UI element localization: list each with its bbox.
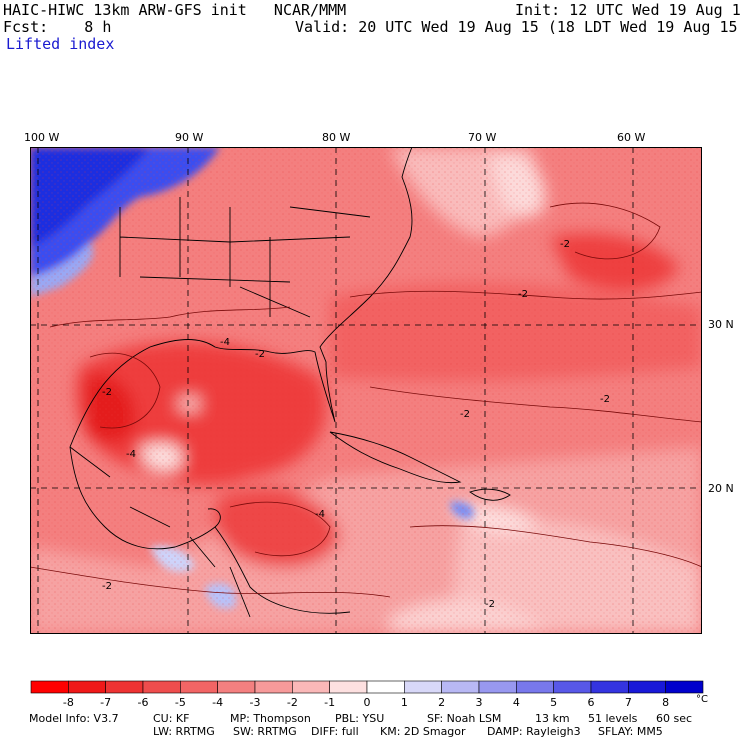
contour-line bbox=[30, 566, 391, 598]
colorbar-tick-label: -7 bbox=[100, 696, 112, 709]
colorbar-tick-label: 3 bbox=[475, 696, 483, 709]
contour-label: -2 bbox=[600, 394, 610, 405]
colorbar-tick-label: 2 bbox=[438, 696, 446, 709]
lon-label-90w: 90 W bbox=[175, 131, 204, 144]
colorbar-swatch bbox=[665, 680, 704, 694]
colorbar-swatch bbox=[30, 680, 69, 694]
colorbar-tick-label: 7 bbox=[624, 696, 632, 709]
colorbar-swatch bbox=[180, 680, 218, 694]
lifted-index-map: -2 -4 -2 -4 -2 -2 -2 -4 -2 -2 -2 bbox=[30, 147, 702, 634]
colorbar-swatch bbox=[105, 680, 144, 694]
footer-km: KM: 2D Smagor bbox=[380, 725, 466, 738]
colorbar-swatch bbox=[292, 680, 330, 694]
hispaniola-coastline bbox=[469, 488, 511, 501]
contour-label: -2 bbox=[485, 599, 495, 610]
colorbar-swatch bbox=[553, 680, 592, 694]
footer-levels: 51 levels bbox=[588, 712, 638, 725]
footer-surface-layer: SFLAY: MM5 bbox=[598, 725, 663, 738]
mexico-coastline bbox=[69, 446, 221, 550]
field-name: Lifted index bbox=[6, 35, 115, 53]
colorbar-tick-label: -3 bbox=[249, 696, 261, 709]
colorbar bbox=[30, 680, 704, 694]
contour-label: -2 bbox=[102, 387, 112, 398]
contour-line bbox=[349, 290, 702, 300]
colorbar-swatch bbox=[68, 680, 106, 694]
colorbar-tick-label: -6 bbox=[137, 696, 149, 709]
colorbar-tick-label: -2 bbox=[286, 696, 298, 709]
lon-label-70w: 70 W bbox=[468, 131, 497, 144]
yucatan-coastline bbox=[214, 526, 351, 614]
footer-cumulus: CU: KF bbox=[153, 712, 190, 725]
init-time: Init: 12 UTC Wed 19 Aug 15 bbox=[515, 1, 740, 19]
colorbar-swatch bbox=[366, 680, 405, 694]
footer-pbl: PBL: YSU bbox=[335, 712, 385, 725]
contour-label: -2 bbox=[255, 349, 265, 360]
colorbar-tick-label: 8 bbox=[662, 696, 670, 709]
contour-line bbox=[89, 352, 161, 429]
model-title: HAIC-HIWC 13km ARW-GFS init NCAR/MMM bbox=[3, 1, 347, 19]
colorbar-swatch bbox=[628, 680, 666, 694]
colorbar-tick-label: -5 bbox=[174, 696, 186, 709]
colorbar-tick-label: 4 bbox=[512, 696, 520, 709]
colorbar-tick-label: 1 bbox=[400, 696, 408, 709]
colorbar-unit: °C bbox=[696, 694, 708, 705]
colorbar-swatch bbox=[590, 680, 629, 694]
footer-diffusion: DIFF: full bbox=[311, 725, 359, 738]
colorbar-swatch bbox=[441, 680, 480, 694]
colorbar-tick-label: 6 bbox=[587, 696, 595, 709]
contour-line bbox=[369, 386, 702, 423]
footer-resolution: 13 km bbox=[535, 712, 570, 725]
footer-microphysics: MP: Thompson bbox=[230, 712, 311, 725]
colorbar-tick-label: 5 bbox=[550, 696, 558, 709]
contour-label: -4 bbox=[126, 449, 136, 460]
contour-line bbox=[549, 202, 661, 260]
lon-label-100w: 100 W bbox=[24, 131, 60, 144]
contour-label: -4 bbox=[315, 509, 325, 520]
contour-line bbox=[49, 306, 291, 328]
contour-line bbox=[409, 525, 702, 568]
contour-label: -2 bbox=[102, 581, 112, 592]
footer-damping: DAMP: Rayleigh3 bbox=[487, 725, 581, 738]
contour-line bbox=[229, 501, 331, 557]
lat-label-30n: 30 N bbox=[708, 318, 734, 331]
colorbar-swatch bbox=[254, 680, 293, 694]
colorbar-swatch bbox=[516, 680, 554, 694]
colorbar-swatch bbox=[217, 680, 256, 694]
gulf-coastline bbox=[69, 147, 413, 448]
footer-model-version: Model Info: V3.7 bbox=[29, 712, 119, 725]
colorbar-tick-label: 0 bbox=[363, 696, 371, 709]
mexico-borders bbox=[69, 446, 251, 618]
contour-label: -4 bbox=[220, 337, 230, 348]
colorbar-swatch bbox=[329, 680, 368, 694]
colorbar-tick-label: -1 bbox=[324, 696, 336, 709]
colorbar-swatch bbox=[142, 680, 181, 694]
footer-shortwave: SW: RRTMG bbox=[233, 725, 297, 738]
map-frame bbox=[30, 147, 702, 634]
contour-label: -2 bbox=[560, 239, 570, 250]
us-state-borders bbox=[119, 197, 371, 318]
contour-label: -2 bbox=[518, 289, 528, 300]
lon-label-80w: 80 W bbox=[322, 131, 351, 144]
lon-label-60w: 60 W bbox=[617, 131, 646, 144]
colorbar-swatch bbox=[478, 680, 517, 694]
colorbar-tick-label: -8 bbox=[62, 696, 74, 709]
footer-surface: SF: Noah LSM bbox=[427, 712, 502, 725]
contour-label: -2 bbox=[460, 409, 470, 420]
colorbar-swatch bbox=[404, 680, 442, 694]
footer-longwave: LW: RRTMG bbox=[153, 725, 215, 738]
lat-label-20n: 20 N bbox=[708, 482, 734, 495]
colorbar-tick-label: -4 bbox=[212, 696, 224, 709]
cuba-coastline bbox=[329, 431, 462, 484]
footer-timestep: 60 sec bbox=[656, 712, 693, 725]
forecast-hour: Fcst: 8 h bbox=[3, 18, 112, 36]
valid-time: Valid: 20 UTC Wed 19 Aug 15 (18 LDT Wed … bbox=[295, 18, 740, 36]
